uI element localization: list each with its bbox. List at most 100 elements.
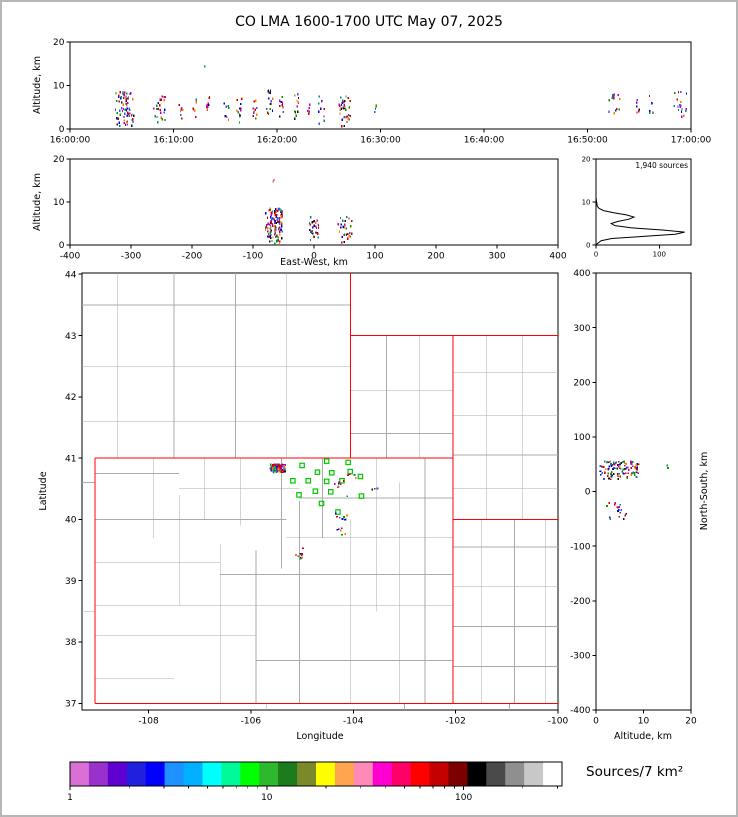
source-point [343, 107, 345, 110]
lma-station-marker [323, 458, 330, 464]
source-point [609, 516, 611, 519]
axis-label: Longitude [296, 731, 343, 742]
source-point [159, 111, 162, 114]
source-point [275, 208, 277, 211]
source-point [274, 466, 277, 469]
source-point [270, 99, 272, 103]
source-point [603, 460, 606, 463]
y-tick-label: 10 [582, 199, 591, 207]
source-point [600, 473, 602, 476]
source-point [126, 104, 128, 107]
axis-label: East-West, km [280, 257, 348, 268]
lma-station-marker [312, 488, 319, 494]
source-point [280, 101, 283, 104]
lma-station-marker [323, 478, 330, 485]
source-point [343, 223, 346, 226]
source-point [181, 108, 184, 111]
source-point [271, 109, 274, 112]
source-point [270, 226, 272, 229]
source-point [608, 502, 611, 505]
source-point [608, 110, 610, 113]
source-point [126, 101, 129, 105]
source-point [195, 101, 197, 104]
source-point [279, 216, 281, 219]
source-point [319, 107, 322, 110]
source-point [351, 219, 353, 223]
colorbar-segment [107, 762, 128, 786]
source-point [276, 470, 279, 473]
colorbar-segment [259, 762, 279, 786]
source-point [610, 464, 613, 467]
source-point [620, 467, 622, 470]
source-point [132, 120, 134, 123]
source-point [618, 472, 620, 475]
source-point [129, 108, 131, 112]
source-point [129, 112, 131, 115]
source-point [118, 125, 121, 128]
source-point [339, 529, 342, 532]
source-point [272, 469, 275, 472]
x-tick-label: 20 [685, 717, 697, 727]
source-point [632, 465, 634, 468]
source-point [338, 103, 340, 106]
source-point [279, 469, 282, 472]
source-point [340, 241, 343, 244]
source-point [255, 107, 258, 110]
source-point [206, 103, 209, 106]
source-point [241, 97, 243, 101]
x-tick-label: 0 [594, 251, 598, 259]
source-point [279, 208, 281, 211]
source-point [301, 556, 303, 559]
source-point [685, 109, 687, 113]
x-tick-label: -102 [445, 717, 465, 727]
source-point [636, 98, 639, 101]
x-tick-label: 100 [653, 251, 666, 259]
source-point [348, 473, 351, 476]
source-point [618, 506, 621, 508]
x-tick-label: 16:40:00 [464, 136, 505, 146]
y-tick-label: 41 [65, 454, 76, 464]
source-point [271, 239, 273, 243]
source-point [254, 108, 256, 111]
source-point [346, 495, 349, 498]
source-point [616, 506, 619, 509]
source-point [607, 461, 610, 464]
colorbar-segment [410, 762, 431, 786]
source-point [638, 110, 640, 113]
source-point [337, 528, 340, 531]
source-point [227, 106, 230, 110]
lma-station-marker [328, 470, 335, 476]
source-point [611, 474, 613, 477]
colorbar-segment [372, 762, 393, 786]
source-point [270, 467, 273, 470]
source-point [225, 105, 227, 108]
source-point [275, 463, 278, 466]
source-point [310, 230, 312, 233]
source-point [342, 99, 344, 102]
colorbar-segment [316, 762, 336, 786]
lma-station-marker [347, 468, 353, 475]
source-point [349, 99, 352, 103]
source-point [619, 475, 621, 478]
source-point [612, 473, 615, 475]
source-point [277, 216, 279, 220]
source-point [613, 93, 616, 96]
source-point [342, 106, 344, 109]
colorbar-segment [429, 762, 450, 786]
source-point [348, 235, 350, 238]
source-point [301, 553, 303, 555]
source-point [374, 107, 377, 110]
source-point [154, 115, 156, 118]
source-point [283, 466, 286, 469]
source-point [612, 97, 615, 100]
source-point [347, 96, 349, 100]
source-point [343, 233, 346, 236]
source-point [181, 107, 183, 110]
source-point [274, 219, 277, 223]
source-point [306, 109, 309, 113]
source-point [280, 214, 282, 217]
source-point [157, 101, 160, 104]
source-point [269, 89, 272, 92]
source-point [252, 107, 255, 110]
